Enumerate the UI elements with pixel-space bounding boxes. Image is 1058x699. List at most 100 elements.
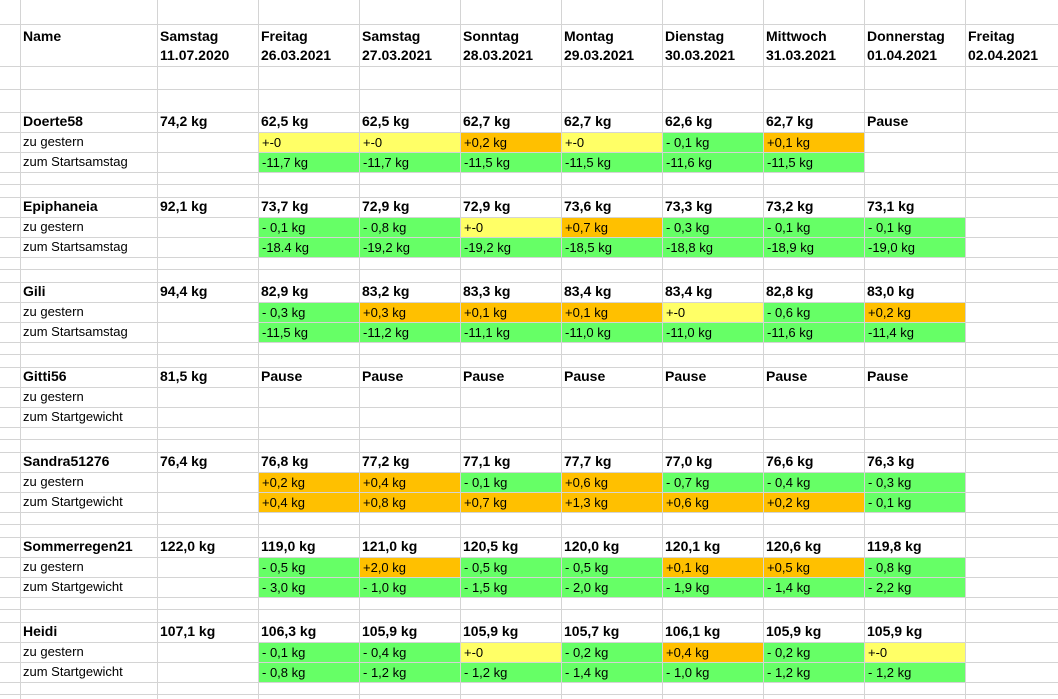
row-label: zu gestern bbox=[23, 304, 84, 319]
weight: 121,0 kg bbox=[362, 538, 418, 554]
change-cell: - 1,0 kg bbox=[360, 578, 460, 597]
grid-line bbox=[0, 172, 1058, 173]
grid-line bbox=[0, 452, 1058, 453]
grid-line bbox=[662, 0, 663, 699]
weight: 73,7 kg bbox=[261, 198, 309, 214]
change-cell: - 0,7 kg bbox=[663, 473, 763, 492]
change-cell: -18,5 kg bbox=[562, 238, 662, 257]
weight: 82,9 kg bbox=[261, 283, 309, 299]
grid-line bbox=[0, 662, 1058, 663]
start-weight: 94,4 kg bbox=[160, 283, 208, 299]
weight: 73,6 kg bbox=[564, 198, 612, 214]
weight: Pause bbox=[463, 368, 505, 384]
change-cell: -11,1 kg bbox=[461, 323, 561, 342]
weight: 106,3 kg bbox=[261, 623, 317, 639]
grid-line bbox=[0, 537, 1058, 538]
change-cell: -19,0 kg bbox=[865, 238, 965, 257]
grid-line bbox=[561, 0, 562, 699]
change-cell: - 0,3 kg bbox=[663, 218, 763, 237]
grid-line bbox=[0, 367, 1058, 368]
start-weight: 74,2 kg bbox=[160, 113, 208, 129]
grid-line bbox=[0, 302, 1058, 303]
change-cell: +0,1 kg bbox=[764, 133, 864, 152]
grid-line bbox=[0, 577, 1058, 578]
change-cell: -11,6 kg bbox=[764, 323, 864, 342]
change-cell: -11,7 kg bbox=[259, 153, 359, 172]
change-cell: - 0,1 kg bbox=[259, 643, 359, 662]
row-label: zu gestern bbox=[23, 134, 84, 149]
weight: 76,8 kg bbox=[261, 453, 309, 469]
grid-line bbox=[965, 0, 966, 699]
change-cell: -11,2 kg bbox=[360, 323, 460, 342]
change-cell: -11,0 kg bbox=[663, 323, 763, 342]
change-cell: +0,7 kg bbox=[562, 218, 662, 237]
change-cell: - 1,0 kg bbox=[663, 663, 763, 682]
change-cell: - 2,2 kg bbox=[865, 578, 965, 597]
change-cell: +0,3 kg bbox=[360, 303, 460, 322]
header-date: 28.03.2021 bbox=[463, 47, 534, 63]
grid-line bbox=[0, 427, 1058, 428]
grid-line bbox=[0, 257, 1058, 258]
change-cell: +2,0 kg bbox=[360, 558, 460, 577]
grid-line bbox=[0, 694, 1058, 695]
grid-line bbox=[0, 512, 1058, 513]
change-cell: +0,1 kg bbox=[663, 558, 763, 577]
change-cell: - 0,5 kg bbox=[259, 558, 359, 577]
weight: 105,7 kg bbox=[564, 623, 620, 639]
change-cell: - 1,2 kg bbox=[764, 663, 864, 682]
weight: Pause bbox=[261, 368, 303, 384]
change-cell: - 0,1 kg bbox=[259, 218, 359, 237]
change-cell: - 0,8 kg bbox=[259, 663, 359, 682]
person-name: Sandra51276 bbox=[23, 453, 110, 469]
change-cell: +-0 bbox=[360, 133, 460, 152]
weight: 106,1 kg bbox=[665, 623, 721, 639]
change-cell: - 3,0 kg bbox=[259, 578, 359, 597]
weight: 62,5 kg bbox=[261, 113, 309, 129]
person-name: Doerte58 bbox=[23, 113, 83, 129]
person-name: Heidi bbox=[23, 623, 58, 639]
weight: 72,9 kg bbox=[362, 198, 410, 214]
header-date: 29.03.2021 bbox=[564, 47, 635, 63]
header-day: Dienstag bbox=[665, 28, 725, 44]
change-cell: +0,1 kg bbox=[562, 303, 662, 322]
change-cell: - 0,2 kg bbox=[764, 643, 864, 662]
grid-line bbox=[0, 642, 1058, 643]
grid-line bbox=[0, 472, 1058, 473]
change-cell: +1,3 kg bbox=[562, 493, 662, 512]
header-day: Sonntag bbox=[463, 28, 519, 44]
change-cell: - 1,2 kg bbox=[865, 663, 965, 682]
change-cell: - 0,1 kg bbox=[461, 473, 561, 492]
weight: 120,1 kg bbox=[665, 538, 721, 554]
grid-line bbox=[0, 387, 1058, 388]
grid-line bbox=[157, 0, 158, 699]
person-name: Gitti56 bbox=[23, 368, 67, 384]
row-label: zu gestern bbox=[23, 474, 84, 489]
change-cell: - 0,4 kg bbox=[764, 473, 864, 492]
header-date: 30.03.2021 bbox=[665, 47, 736, 63]
weight: 83,0 kg bbox=[867, 283, 915, 299]
change-cell: - 0,1 kg bbox=[663, 133, 763, 152]
weight: 62,7 kg bbox=[766, 113, 814, 129]
change-cell: +0,5 kg bbox=[764, 558, 864, 577]
change-cell: +0,2 kg bbox=[259, 473, 359, 492]
change-cell: -11,5 kg bbox=[461, 153, 561, 172]
change-cell: +0,6 kg bbox=[562, 473, 662, 492]
row-label: zum Startgewicht bbox=[23, 664, 123, 679]
weight: 120,0 kg bbox=[564, 538, 620, 554]
change-cell: - 1,9 kg bbox=[663, 578, 763, 597]
grid-line bbox=[0, 269, 1058, 270]
weight: 83,4 kg bbox=[665, 283, 713, 299]
start-weight: 81,5 kg bbox=[160, 368, 208, 384]
weight: Pause bbox=[867, 368, 909, 384]
grid-line bbox=[0, 439, 1058, 440]
person-name: Sommerregen21 bbox=[23, 538, 133, 554]
header-date: 11.07.2020 bbox=[160, 47, 230, 63]
weight: 83,4 kg bbox=[564, 283, 612, 299]
weight: 119,0 kg bbox=[261, 538, 316, 554]
change-cell: - 0,8 kg bbox=[865, 558, 965, 577]
weight: 76,6 kg bbox=[766, 453, 814, 469]
change-cell: +-0 bbox=[259, 133, 359, 152]
grid-line bbox=[0, 492, 1058, 493]
weight: 77,2 kg bbox=[362, 453, 410, 469]
